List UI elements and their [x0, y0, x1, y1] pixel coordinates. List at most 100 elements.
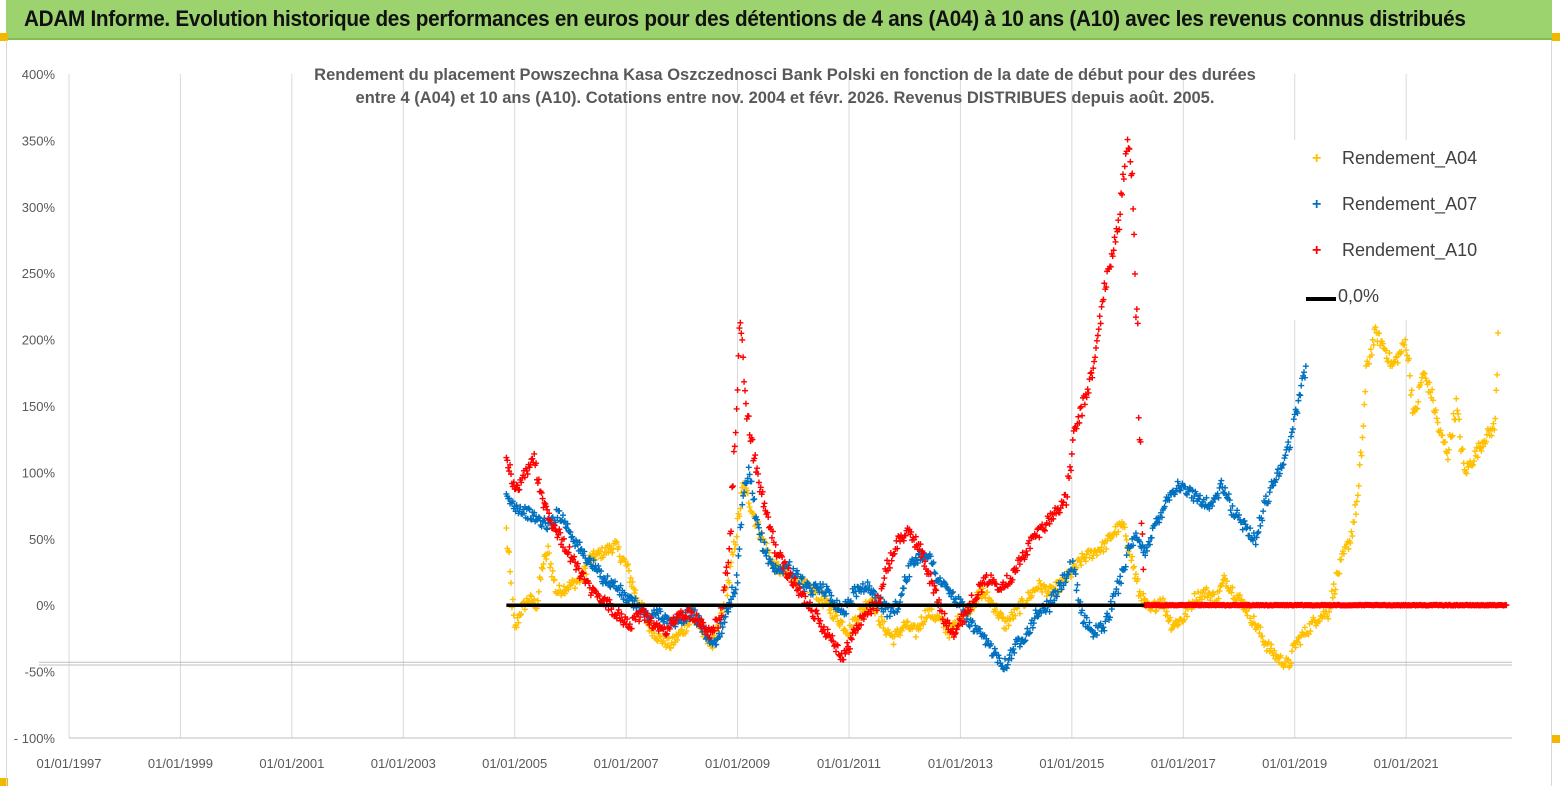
data-point [903, 619, 910, 626]
data-point [738, 521, 745, 528]
data-point [1254, 530, 1261, 537]
data-point [941, 610, 948, 617]
data-point [834, 642, 841, 649]
data-point [1234, 507, 1241, 514]
data-point [885, 626, 891, 633]
data-point [1139, 530, 1146, 537]
data-point [1066, 475, 1073, 482]
data-point [567, 582, 574, 589]
data-point [1184, 613, 1190, 620]
data-point [1296, 391, 1303, 398]
data-point [1469, 462, 1476, 469]
data-point [716, 616, 723, 623]
data-point [1136, 538, 1143, 545]
data-point [1089, 555, 1096, 562]
data-point [1475, 440, 1482, 447]
data-point [571, 553, 578, 560]
data-point [995, 652, 1002, 659]
x-tick-label: 01/01/2003 [371, 756, 436, 771]
data-point [535, 588, 542, 595]
data-point [1118, 580, 1125, 587]
data-point [1045, 588, 1052, 595]
data-point [1113, 586, 1120, 593]
data-point [751, 455, 758, 462]
data-point [1035, 585, 1042, 592]
data-point [513, 624, 520, 631]
data-point [1372, 324, 1379, 331]
data-point [1008, 655, 1015, 662]
data-point [736, 513, 743, 520]
data-point [1175, 621, 1182, 628]
data-point [1275, 466, 1281, 473]
data-point [1210, 499, 1216, 506]
data-point [881, 618, 888, 625]
data-point [972, 622, 979, 629]
data-point [574, 560, 581, 567]
data-point [1073, 425, 1080, 432]
data-point [846, 645, 853, 652]
data-point [1287, 444, 1294, 451]
data-point [917, 541, 924, 548]
data-point [1115, 217, 1122, 224]
data-point [1036, 577, 1043, 584]
data-point [1123, 536, 1130, 543]
data-point [833, 597, 840, 604]
data-point [802, 593, 809, 600]
data-point [881, 575, 888, 582]
data-point [1282, 662, 1289, 669]
x-tick-label: 01/01/2001 [259, 756, 324, 771]
data-point [527, 515, 534, 522]
data-point [1090, 365, 1097, 372]
data-point [683, 627, 690, 634]
legend-label-zero: 0,0% [1338, 286, 1380, 306]
data-point [1211, 496, 1218, 503]
data-point [546, 550, 553, 557]
data-point [726, 579, 733, 586]
data-point [628, 625, 635, 632]
data-point [772, 541, 779, 548]
data-point [752, 452, 759, 459]
data-point [880, 581, 887, 588]
data-point [1163, 608, 1170, 615]
data-point [1051, 597, 1058, 604]
data-point [1131, 231, 1138, 238]
data-point [539, 565, 546, 572]
data-point [729, 593, 736, 600]
data-point [927, 570, 934, 577]
chart-title: Rendement du placement Powszechna Kasa O… [240, 64, 1330, 110]
data-point [510, 479, 517, 486]
data-point [1172, 488, 1179, 495]
data-point [739, 336, 746, 343]
data-point [754, 465, 761, 472]
data-point [1146, 541, 1153, 548]
data-point [1068, 450, 1075, 457]
data-point [755, 524, 762, 531]
data-point [1064, 493, 1071, 500]
data-point [999, 662, 1006, 669]
data-point [1216, 484, 1223, 491]
data-point [891, 633, 898, 640]
data-point [1420, 370, 1427, 377]
data-point [606, 542, 613, 549]
data-point [1126, 146, 1133, 153]
data-point [1236, 592, 1243, 599]
data-point [904, 618, 911, 625]
data-point [1331, 590, 1338, 597]
data-point [1336, 570, 1343, 577]
data-point [848, 636, 855, 643]
data-point [1072, 571, 1079, 578]
data-point [554, 514, 561, 521]
data-point [955, 622, 962, 629]
data-point [1054, 588, 1061, 595]
y-tick-label: - 100% [14, 731, 56, 746]
x-tick-label: 01/01/1999 [148, 756, 213, 771]
data-point [1124, 136, 1131, 143]
data-point [894, 545, 901, 552]
data-point [577, 546, 584, 553]
data-point [855, 625, 862, 632]
data-point [677, 627, 684, 634]
legend-marker-a10: + [1312, 242, 1322, 259]
data-point [891, 550, 898, 557]
data-point [551, 522, 558, 529]
